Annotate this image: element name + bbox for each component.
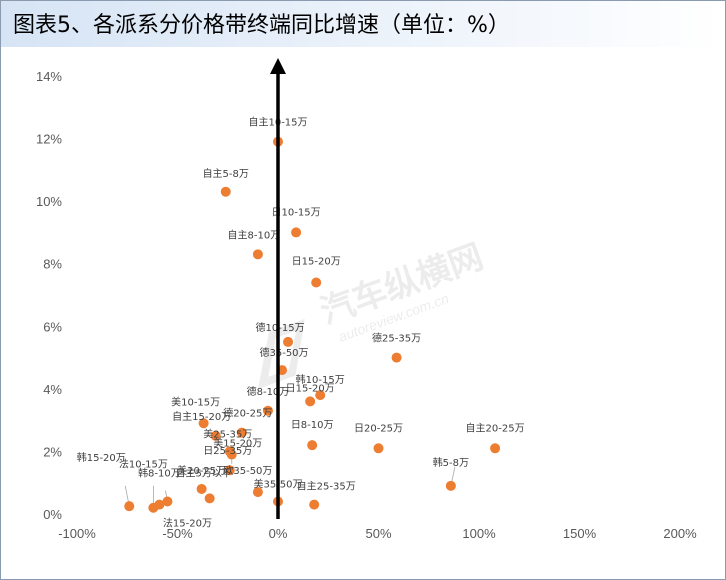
data-point — [162, 496, 173, 507]
y-tick-label: 4% — [43, 382, 62, 397]
data-point — [309, 499, 320, 510]
x-tick-label: 50% — [365, 526, 391, 541]
data-point — [311, 277, 322, 288]
data-point — [315, 390, 326, 401]
point-label: 德10-15万 — [256, 321, 305, 334]
data-point — [307, 440, 318, 451]
data-point — [262, 405, 273, 416]
point-label: 自主5-8万 — [203, 167, 249, 180]
point-label: 欧35-50万 — [223, 465, 272, 477]
data-point — [224, 465, 235, 476]
y-tick-label: 8% — [43, 257, 62, 272]
point-label: 美10-15万 — [171, 395, 220, 408]
data-points — [124, 136, 501, 513]
point-label: 日20-25万 — [354, 423, 403, 434]
data-point — [373, 443, 384, 454]
y-tick-label: 14% — [36, 69, 62, 84]
point-label: 韩8-10万 — [138, 467, 181, 480]
point-label: 日15-20万 — [286, 383, 335, 394]
point-label: 自主8-10万 — [228, 228, 281, 241]
data-point — [283, 336, 294, 347]
data-point — [154, 499, 165, 510]
point-label: 德8-10万 — [247, 385, 290, 398]
data-point — [490, 443, 501, 454]
point-label: 日15-20万 — [292, 256, 341, 267]
x-tick-label: -100% — [58, 526, 96, 541]
y-tick-label: 12% — [36, 132, 62, 147]
point-label: 美15-20万 — [213, 437, 262, 450]
data-point — [196, 483, 207, 494]
data-point — [252, 487, 263, 498]
data-point — [124, 501, 135, 512]
chart-title: 图表5、各派系分价格带终端同比增速（单位：%） — [13, 13, 510, 38]
data-point — [204, 493, 215, 504]
zero-growth-arrow — [270, 58, 286, 519]
point-label: 自主15-20万 — [172, 410, 231, 423]
point-label: 日25-35万 — [203, 446, 252, 457]
y-tick-label: 6% — [43, 319, 62, 334]
x-tick-label: 100% — [462, 526, 496, 541]
point-label: 德25-35万 — [372, 332, 421, 345]
point-label: 日10-15万 — [272, 207, 321, 218]
point-label: 美20-25万 — [177, 464, 226, 477]
point-label: 韩5-8万 — [433, 456, 469, 469]
watermark-logo-icon — [257, 318, 305, 390]
data-point — [220, 186, 231, 197]
point-label: 德20-25万 — [223, 407, 272, 420]
data-point — [391, 352, 402, 363]
data-point — [291, 227, 302, 238]
data-point — [226, 449, 237, 460]
x-tick-label: -50% — [162, 526, 193, 541]
axes: 0% 2% 4% 6% 8% 10% 12% 14% -100% -50% 0% 50% 100% 150… — [36, 69, 697, 541]
x-tick-label: 150% — [563, 526, 597, 541]
point-label: 日8-10万 — [291, 420, 334, 431]
point-label: 韩10-15万 — [296, 373, 345, 386]
point-label: 美25-35万 — [203, 427, 252, 440]
point-label: 德35-50万 — [259, 346, 308, 359]
y-tick-label: 10% — [36, 194, 62, 209]
point-label: 法15-20万 — [163, 516, 212, 529]
point-label: 自主25-35万 — [297, 480, 356, 493]
data-point — [445, 480, 456, 491]
y-tick-label: 0% — [43, 507, 62, 522]
point-label: 法10-15万 — [119, 458, 168, 471]
data-point — [236, 427, 247, 438]
title-bar: 图表5、各派系分价格带终端同比增速（单位：%） — [1, 1, 723, 47]
x-tick-label: 0% — [269, 526, 288, 541]
point-labels: 自主10-15万自主5-8万日10-15万自主8-10万日15-20万德10-1… — [77, 116, 525, 530]
data-point — [210, 430, 221, 441]
watermark: 汽车纵横网 autoreview.com.cn — [257, 238, 488, 390]
data-point — [252, 249, 263, 260]
y-tick-label: 2% — [43, 444, 62, 459]
point-label: 自主20-25万 — [466, 421, 525, 434]
data-point — [305, 396, 316, 407]
point-label: 自主5万以下 — [175, 466, 231, 479]
x-tick-label: 200% — [663, 526, 697, 541]
arrow-head-icon — [270, 58, 286, 74]
point-label: 韩15-20万 — [77, 451, 126, 464]
data-point — [198, 418, 209, 429]
